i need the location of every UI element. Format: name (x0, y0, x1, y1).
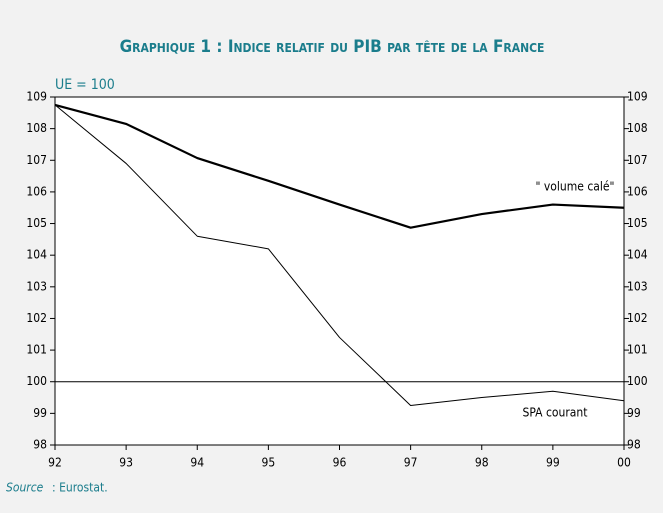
y2-tick-label: 102 (627, 311, 648, 325)
y2-tick-label: 108 (627, 121, 648, 135)
y2-tick-label: 109 (627, 90, 648, 104)
y-tick-label: 105 (26, 216, 47, 230)
x-tick-label: 93 (119, 456, 133, 470)
x-tick-label: 95 (262, 456, 276, 470)
y-tick-label: 107 (26, 153, 47, 167)
y-tick-label: 99 (33, 406, 47, 420)
y-tick-label: 98 (33, 438, 47, 452)
x-tick-label: 00 (617, 456, 631, 470)
y-tick-label: 109 (26, 90, 47, 104)
x-tick-label: 99 (546, 456, 560, 470)
y-tick-label: 103 (26, 279, 47, 293)
y2-tick-label: 103 (627, 279, 648, 293)
y2-tick-label: 106 (627, 184, 648, 198)
y-tick-label: 101 (26, 343, 47, 357)
y-tick-label: 102 (26, 311, 47, 325)
x-tick-label: 92 (48, 456, 62, 470)
y-tick-label: 104 (26, 248, 47, 262)
series-line (54, 104, 625, 406)
x-tick-label: 97 (404, 456, 418, 470)
y2-tick-label: 98 (627, 438, 641, 452)
y-tick-label: 106 (26, 184, 47, 198)
x-tick-label: 94 (190, 456, 204, 470)
y-tick-label: 100 (26, 374, 47, 388)
y2-tick-label: 101 (627, 343, 648, 357)
chart-title: Graphique 1 : Indice relatif du PIB par … (120, 37, 545, 57)
y-tick-label: 108 (26, 121, 47, 135)
x-tick-label: 98 (475, 456, 489, 470)
y2-tick-label: 104 (627, 248, 648, 262)
y-unit-label: UE = 100 (55, 77, 115, 93)
series-label: " volume calé" (536, 180, 615, 194)
y2-tick-label: 105 (627, 216, 648, 230)
y2-tick-label: 107 (627, 153, 648, 167)
source-label: Source (6, 481, 44, 495)
x-tick-label: 96 (333, 456, 347, 470)
series-line (54, 103, 625, 229)
y2-tick-label: 99 (627, 406, 641, 420)
source-text: : Eurostat. (52, 481, 108, 495)
series-label: SPA courant (523, 406, 588, 420)
plot-area (54, 96, 625, 446)
y2-tick-label: 100 (627, 374, 648, 388)
